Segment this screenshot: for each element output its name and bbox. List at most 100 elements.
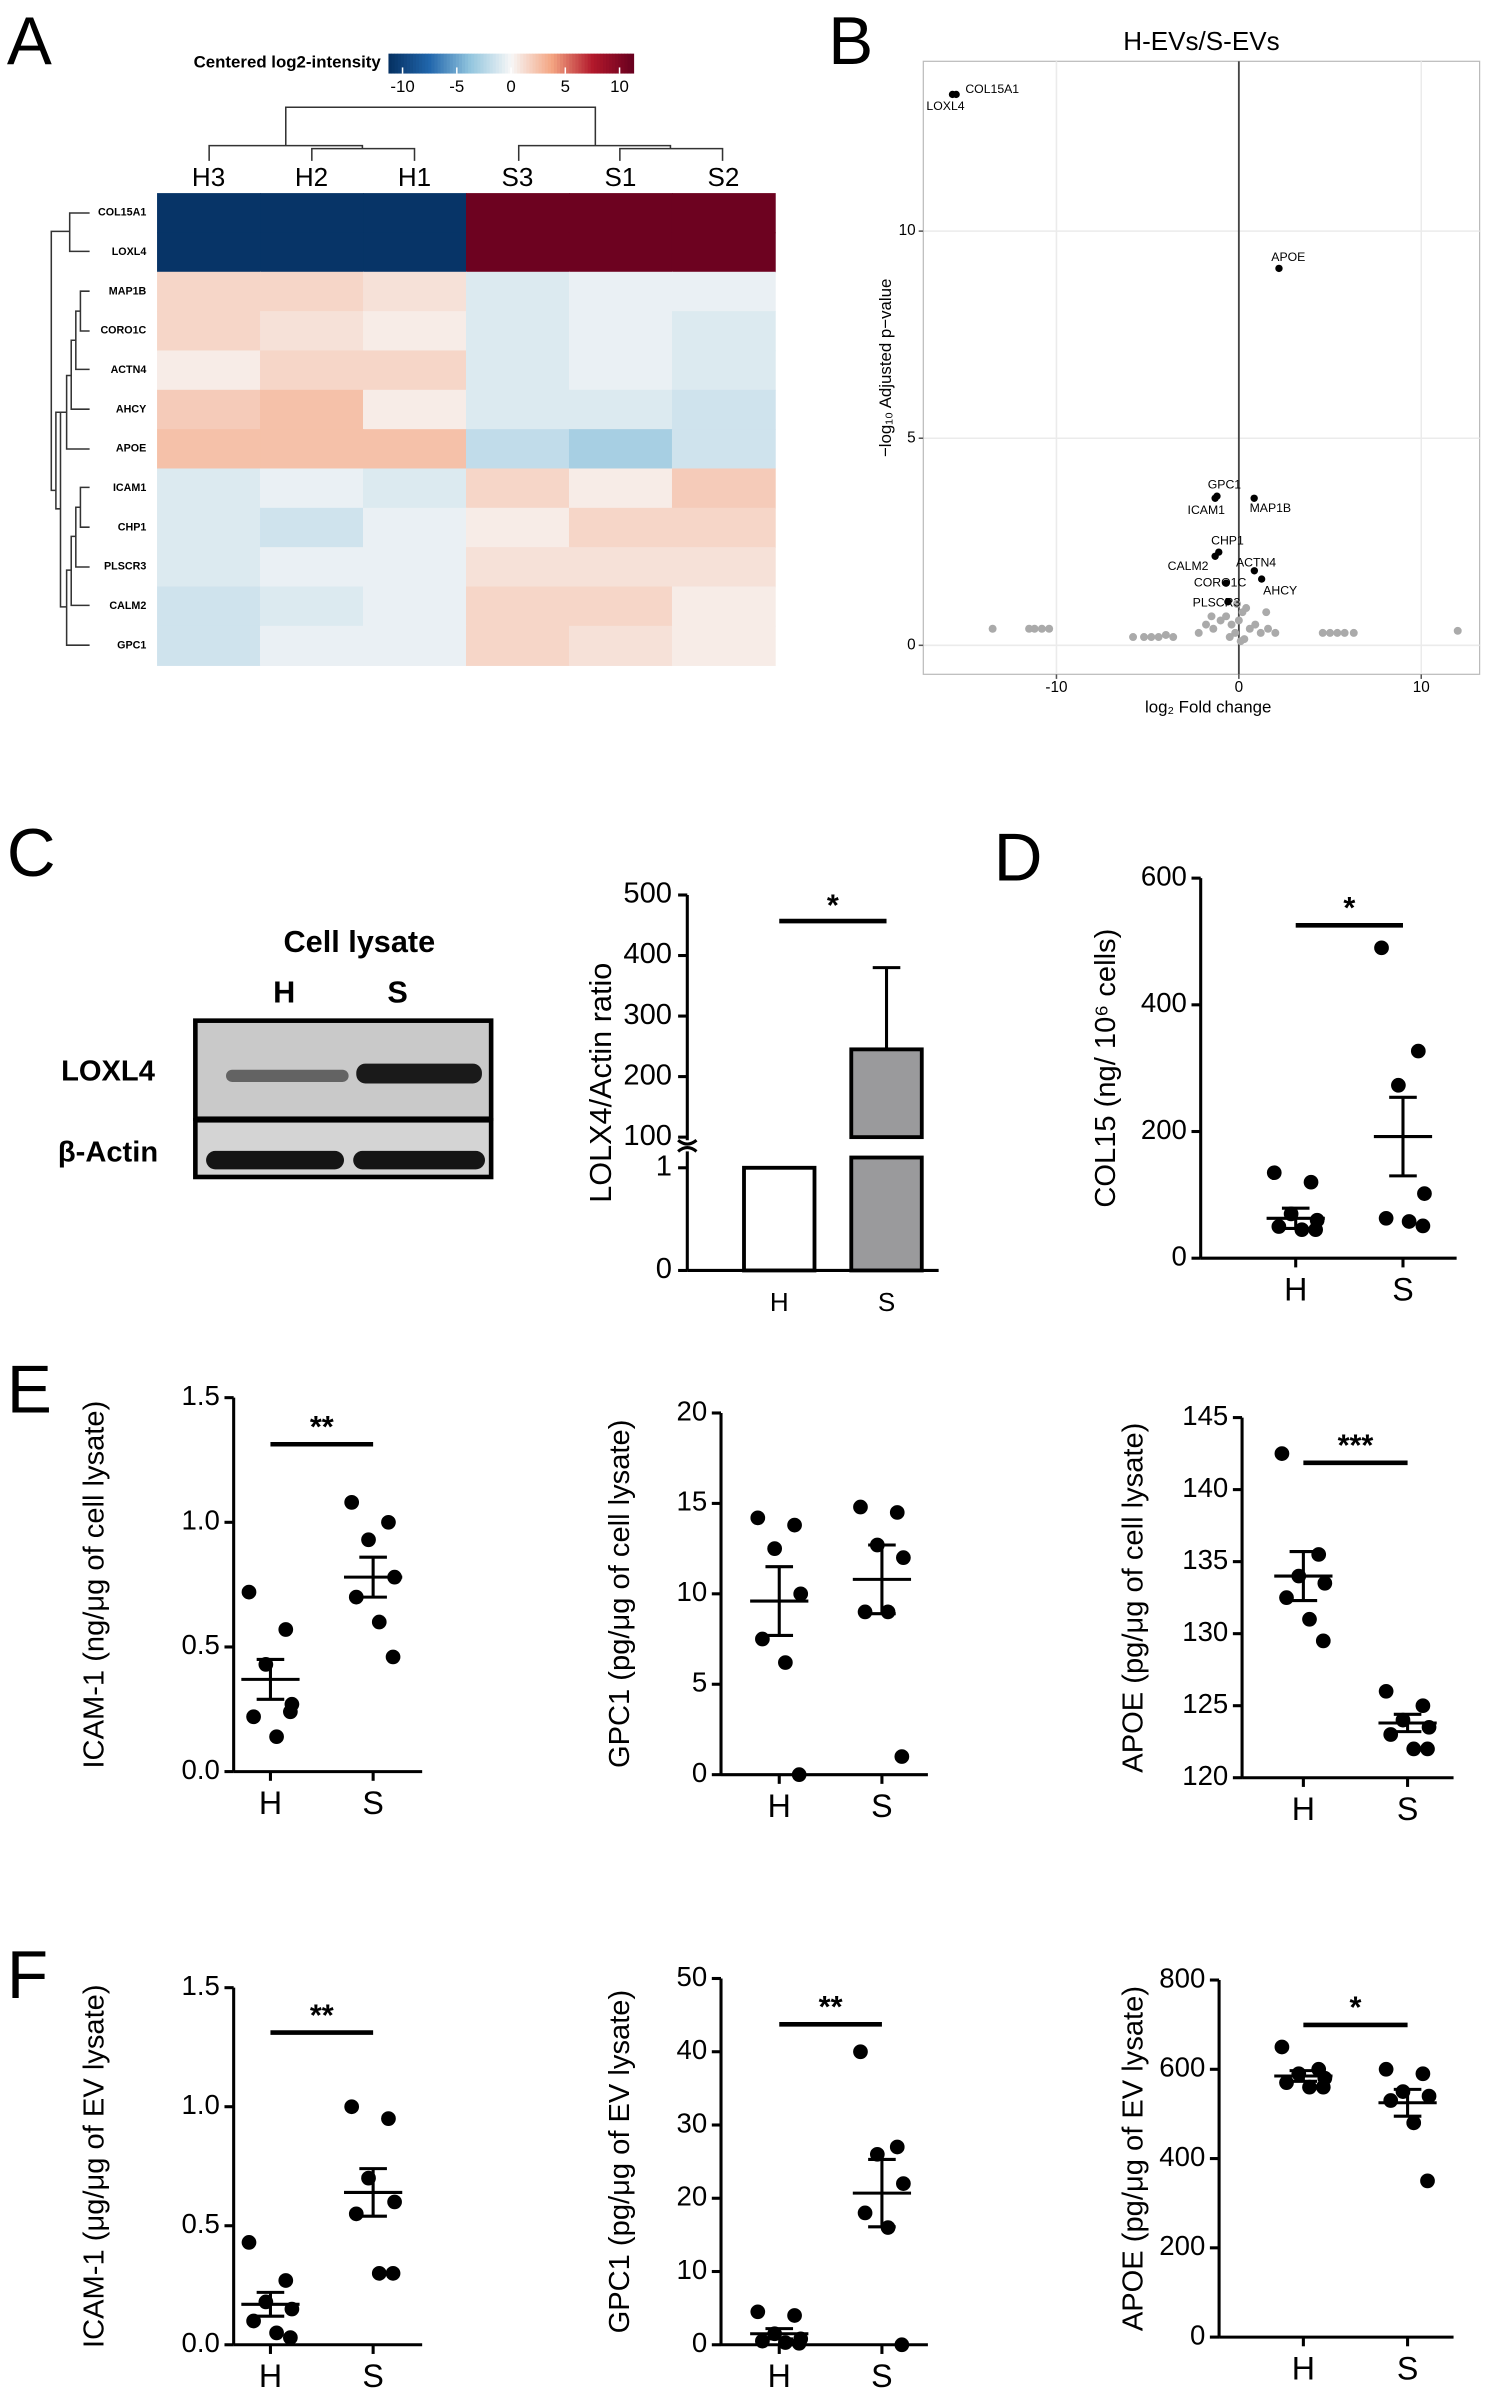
colorbar-segment: [449, 53, 454, 74]
y-tick-label: 10: [899, 222, 916, 239]
colorbar-segment: [498, 53, 503, 74]
heatmap-cell: [363, 193, 467, 234]
point: [1236, 637, 1245, 646]
colorbar-segment: [489, 53, 494, 74]
data-point: [278, 1622, 294, 1637]
significance-label: *: [827, 888, 839, 922]
data-point: [1374, 940, 1389, 956]
y-tick-label: 10: [677, 2254, 708, 2285]
colorbar-segment: [535, 53, 540, 74]
point: [1140, 633, 1148, 642]
x-tick-label: S: [871, 1788, 892, 1824]
data-point: [767, 1541, 783, 1556]
data-point: [246, 1709, 261, 1725]
colorbar-segment: [566, 53, 570, 74]
heatmap-cell: [260, 232, 364, 273]
point: [1234, 616, 1243, 625]
y-tick-label: 140: [1182, 1472, 1228, 1503]
colorbar-segment: [511, 53, 515, 74]
heatmap-cell: [671, 232, 776, 273]
row-label: AHCY: [116, 403, 146, 415]
heatmap-cell: [157, 350, 261, 391]
colorbar-segment: [437, 53, 442, 74]
heatmap-cell: [465, 468, 570, 509]
data-point: [1383, 1727, 1399, 1742]
point: [1250, 567, 1259, 575]
point: [1222, 612, 1231, 621]
colorbar-segment: [440, 53, 445, 74]
colorbar-segment: [615, 53, 619, 74]
heatmap-cell: [260, 271, 364, 312]
colorbar-tick-label: -10: [390, 77, 414, 96]
data-point: [1266, 1165, 1282, 1181]
panel-label: D: [994, 821, 1043, 896]
significance-label: *: [1343, 891, 1355, 925]
data-point: [385, 1649, 401, 1665]
y-tick-label: 5: [692, 1667, 707, 1698]
heatmap-cell: [157, 271, 261, 312]
heatmap-cell: [671, 468, 776, 509]
colorbar-segment: [593, 53, 598, 74]
x-tick-label: S: [871, 2358, 892, 2394]
data-point: [269, 2325, 284, 2341]
colorbar-segment: [609, 53, 613, 74]
heatmap-cell: [157, 625, 261, 666]
colorbar-segment: [526, 53, 530, 74]
y-tick-label: 0: [692, 2327, 707, 2358]
point: [1340, 628, 1349, 637]
data-point: [1378, 1683, 1394, 1699]
data-point: [750, 2304, 766, 2320]
data-point: [348, 1589, 364, 1605]
colorbar-segment: [538, 53, 543, 74]
point-label: APOE: [1271, 250, 1305, 264]
y-tick-label: 400: [623, 938, 672, 970]
data-point: [778, 1655, 793, 1670]
data-point: [750, 1510, 766, 1526]
data-point: [348, 2206, 364, 2222]
colorbar-segment: [397, 53, 402, 74]
x-tick-label: S: [878, 1287, 895, 1317]
significance-label: ***: [1338, 1429, 1374, 1463]
colorbar-tick-label: 5: [561, 77, 570, 96]
x-tick-label: H: [259, 2358, 282, 2394]
colorbar-segment: [480, 53, 484, 74]
y-tick-label: 100: [623, 1120, 672, 1152]
data-point: [385, 2265, 401, 2281]
heatmap-cell: [363, 389, 467, 430]
point: [988, 624, 997, 633]
colorbar-segment: [388, 53, 392, 74]
data-point: [1315, 1633, 1331, 1649]
data-point: [344, 2099, 360, 2115]
point: [1225, 633, 1234, 642]
axis-break: [677, 1138, 698, 1153]
y-tick-label: 300: [623, 999, 672, 1031]
y-axis-label: APOE (pg/μg of EV lysate): [1117, 1986, 1149, 2331]
heatmap-cell: [465, 389, 570, 430]
heatmap-cell: [363, 468, 467, 509]
colorbar-tick-label: -5: [449, 77, 464, 96]
point-label: AHCY: [1263, 584, 1297, 598]
data-point: [371, 2265, 387, 2281]
point: [1453, 626, 1462, 635]
heatmap-cell: [157, 429, 261, 470]
point: [1209, 624, 1218, 633]
heatmap-cell: [465, 547, 570, 588]
heatmap-cell: [568, 271, 673, 312]
colorbar-segment: [483, 53, 487, 74]
x-tick-label: S: [1392, 1271, 1413, 1307]
heatmap-cell: [465, 350, 570, 391]
data-point: [1378, 1210, 1394, 1226]
x-tick-label: H: [1292, 2350, 1315, 2386]
colorbar-segment: [569, 53, 573, 74]
western-blot: [193, 1018, 494, 1180]
point: [1154, 633, 1163, 642]
point: [1264, 624, 1273, 633]
y-tick-label: 40: [677, 2034, 708, 2065]
heatmap-cell: [363, 507, 467, 548]
y-axis-label: GPC1 (pg/μg of cell lysate): [604, 1420, 636, 1768]
column-label: S2: [708, 162, 740, 192]
data-point: [1421, 2088, 1437, 2104]
point-label: CHP1: [1211, 534, 1244, 548]
point: [1030, 624, 1039, 633]
colorbar-segment: [394, 53, 399, 74]
